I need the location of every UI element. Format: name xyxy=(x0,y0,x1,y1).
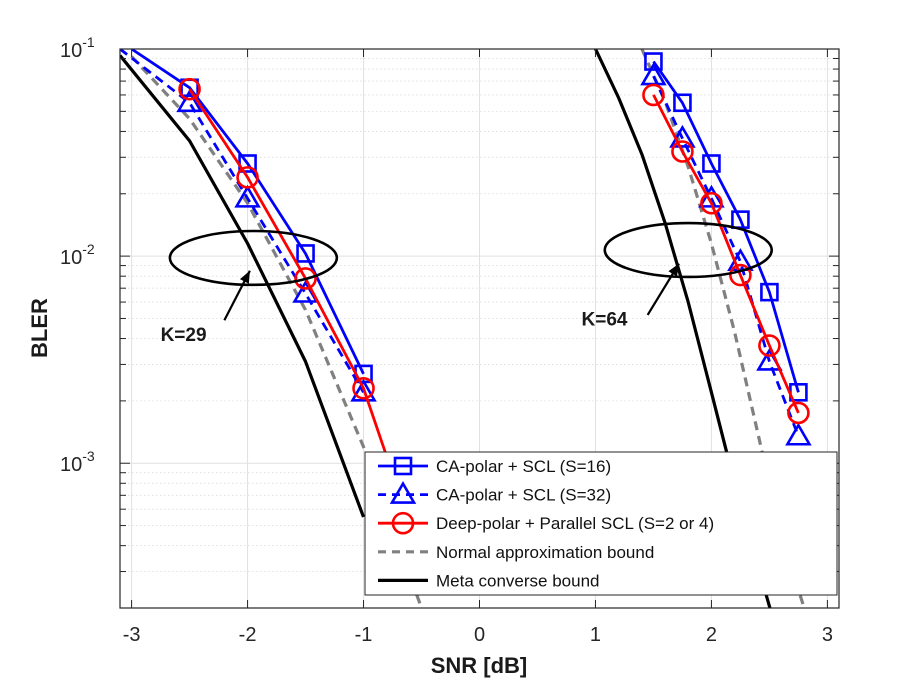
triangle-marker xyxy=(176,89,203,113)
circle-marker xyxy=(391,511,415,535)
series-line xyxy=(640,49,806,608)
annotation-label: K=64 xyxy=(582,309,628,330)
triangle-marker xyxy=(785,422,812,446)
plot-curves xyxy=(120,49,812,608)
circle-marker xyxy=(294,267,317,290)
legend-label: CA-polar + SCL (S=16) xyxy=(436,457,611,476)
annotation-arrow-head xyxy=(239,270,250,284)
circle-marker xyxy=(178,77,201,101)
x-tick-label: 3 xyxy=(822,624,833,646)
y-tick-label: 10-3 xyxy=(60,448,95,476)
legend-entry: Deep-polar + Parallel SCL (S=2 or 4) xyxy=(378,511,714,535)
circle-marker xyxy=(352,377,375,400)
square-marker xyxy=(393,456,413,476)
triangle-marker xyxy=(350,378,377,402)
x-tick-label: -2 xyxy=(239,624,257,646)
x-tick-label: 1 xyxy=(590,624,601,646)
square-marker xyxy=(673,93,692,113)
annotation-label: K=29 xyxy=(161,325,207,346)
legend-label: Deep-polar + Parallel SCL (S=2 or 4) xyxy=(436,514,714,533)
legend-entry: Normal approximation bound xyxy=(378,543,654,562)
circle-marker xyxy=(236,166,259,189)
series-line xyxy=(130,49,365,375)
circle-marker xyxy=(787,401,810,425)
y-axis-label: BLER xyxy=(27,298,52,358)
legend-box xyxy=(364,451,838,596)
legend-entry: CA-polar + SCL (S=16) xyxy=(378,456,611,476)
x-axis-label: SNR [dB] xyxy=(431,653,528,678)
series-line xyxy=(120,49,365,394)
y-tick-label: 10-1 xyxy=(60,34,95,62)
legend-label: Meta converse bound xyxy=(436,571,600,590)
series-ca-polar-scl-s-32 xyxy=(120,49,812,446)
annotation-ellipse xyxy=(603,221,774,279)
circle-marker xyxy=(729,263,752,287)
square-marker xyxy=(644,52,663,71)
legend-entry: CA-polar + SCL (S=32) xyxy=(378,481,611,505)
legend-label: Normal approximation bound xyxy=(436,543,654,562)
triangle-marker xyxy=(669,124,696,148)
circle-marker xyxy=(758,334,781,357)
circle-marker xyxy=(642,83,665,107)
triangle-marker xyxy=(234,184,261,208)
series-line xyxy=(652,75,800,437)
circle-marker xyxy=(671,140,694,163)
y-tick-label: 10-2 xyxy=(60,241,95,269)
x-tick-label: -3 xyxy=(123,624,141,646)
legend: CA-polar + SCL (S=16) CA-polar + SCL (S=3… xyxy=(364,451,838,596)
circle-marker xyxy=(700,191,723,215)
annotation: K=29 xyxy=(161,229,339,346)
square-marker xyxy=(760,282,779,302)
series-ca-polar-scl-s-16 xyxy=(130,49,808,402)
annotation: K=64 xyxy=(582,221,774,330)
triangle-marker xyxy=(389,481,417,504)
legend-label: CA-polar + SCL (S=32) xyxy=(436,486,611,505)
annotation-arrow-head xyxy=(668,263,679,277)
series-line xyxy=(120,54,365,518)
x-tick-label: -1 xyxy=(355,624,373,646)
axis-ticks: -3 -2 -1 0 1 2 3 10-3 10-2 10-1 xyxy=(60,34,839,646)
legend-entry: Meta converse bound xyxy=(378,571,600,590)
square-marker xyxy=(296,244,315,263)
x-tick-label: 2 xyxy=(706,624,717,646)
annotation-ellipse xyxy=(168,229,339,287)
square-marker xyxy=(702,154,721,173)
x-tick-label: 0 xyxy=(474,624,485,646)
annotations: K=29 K=64 xyxy=(161,221,774,346)
